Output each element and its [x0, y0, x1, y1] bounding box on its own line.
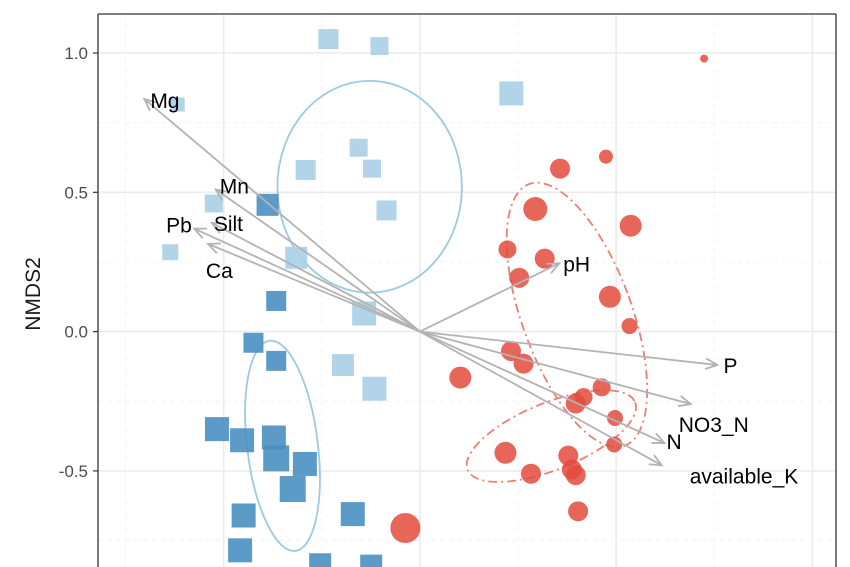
vector-label: P	[723, 355, 737, 378]
red-circle-point	[700, 54, 709, 63]
dark-blue-square-point	[279, 476, 306, 503]
vector-arrow-shaft	[419, 330, 663, 467]
red-circle-point	[565, 465, 586, 486]
red-circle-point	[534, 248, 555, 269]
vector-arrow-head	[142, 97, 158, 112]
vector-arrow-shaft	[207, 243, 421, 333]
y-axis-ticks: 1.0 0.5 0.0 -0.5	[59, 44, 98, 481]
vector-label: Mg	[150, 90, 179, 113]
light-blue-square-point	[362, 376, 387, 401]
light-blue-square-point	[370, 37, 389, 56]
vector-label: N	[666, 431, 681, 454]
vector-arrow-head	[209, 221, 225, 234]
red-circle-point	[520, 463, 541, 484]
vector-arrow-shaft	[419, 330, 665, 444]
dark-blue-square-point	[292, 451, 317, 476]
vector-arrow-head	[651, 432, 667, 444]
y-tick-label: 1.0	[64, 44, 88, 63]
dark-blue-square-point	[340, 502, 365, 527]
vector-label: Mn	[220, 176, 249, 199]
vector-arrow-shaft	[419, 330, 718, 366]
vector-arrow-shaft	[419, 262, 560, 333]
y-axis-title: NMDS2	[22, 257, 45, 331]
red-circle-point	[498, 240, 517, 259]
vector-arrow-shaft	[419, 330, 691, 405]
red-circle-point	[509, 267, 530, 288]
red-circle-point	[619, 214, 642, 237]
light-blue-square-point	[376, 200, 397, 221]
blue-group-ellipse	[276, 79, 463, 294]
light-blue-square-point	[204, 194, 223, 213]
red-circle-point	[568, 501, 589, 522]
vector-arrow-shaft	[193, 227, 421, 333]
vector-arrow-head	[213, 188, 229, 202]
vector-label: Pb	[166, 215, 192, 238]
red-circle-point	[449, 366, 472, 389]
vector-arrow-shaft	[143, 98, 421, 333]
vector-arrow-head	[677, 395, 693, 407]
dark-blue-square-point	[228, 538, 253, 563]
dark-blue-square-point	[231, 503, 256, 528]
vector-label: Silt	[214, 213, 243, 236]
dark-blue-square-point	[266, 350, 287, 371]
environmental-vectors	[142, 97, 720, 467]
red-circle-point	[621, 318, 638, 335]
vector-arrow-head	[192, 227, 208, 239]
red-circle-point	[550, 158, 571, 179]
vector-arrow-head	[546, 262, 562, 274]
vector-label: available_K	[690, 465, 799, 488]
light-blue-square-point	[499, 81, 524, 106]
dark-blue-square-point	[263, 445, 290, 472]
y-tick-label: 0.0	[64, 323, 88, 342]
dark-blue-square-point	[266, 290, 287, 311]
vector-arrow-head	[205, 242, 221, 254]
sample-points	[162, 29, 709, 567]
red-circle-point	[523, 197, 548, 222]
vector-arrow-head	[704, 357, 720, 370]
vector-arrow-shaft	[215, 188, 421, 333]
vector-arrow-head	[648, 454, 664, 467]
red-circle-point	[598, 285, 621, 308]
dark-blue-square-point	[243, 332, 264, 353]
dark-blue-square-point	[230, 428, 255, 453]
y-tick-label: -0.5	[59, 462, 88, 481]
red-circle-point	[598, 149, 613, 164]
light-blue-square-point	[295, 160, 316, 181]
red-circle-point	[390, 513, 421, 544]
vector-label: NO3_N	[679, 414, 749, 437]
red-circle-point	[592, 378, 611, 397]
dark-blue-square-point	[360, 554, 383, 567]
dark-blue-square-point	[309, 553, 332, 567]
vector-arrow-shaft	[211, 222, 421, 333]
light-blue-square-point	[318, 29, 339, 50]
panel-background	[98, 14, 836, 567]
light-blue-square-point	[170, 97, 185, 112]
light-blue-square-point	[349, 138, 368, 157]
y-tick-label: 0.5	[64, 183, 88, 202]
red-circle-point	[494, 441, 517, 464]
vector-label: pH	[563, 253, 590, 276]
light-blue-square-point	[331, 354, 354, 377]
dark-blue-square-point	[204, 417, 229, 442]
red-circle-point	[500, 341, 521, 362]
vector-label: Ca	[206, 260, 233, 283]
light-blue-square-point	[363, 159, 382, 178]
light-blue-square-point	[162, 244, 179, 261]
